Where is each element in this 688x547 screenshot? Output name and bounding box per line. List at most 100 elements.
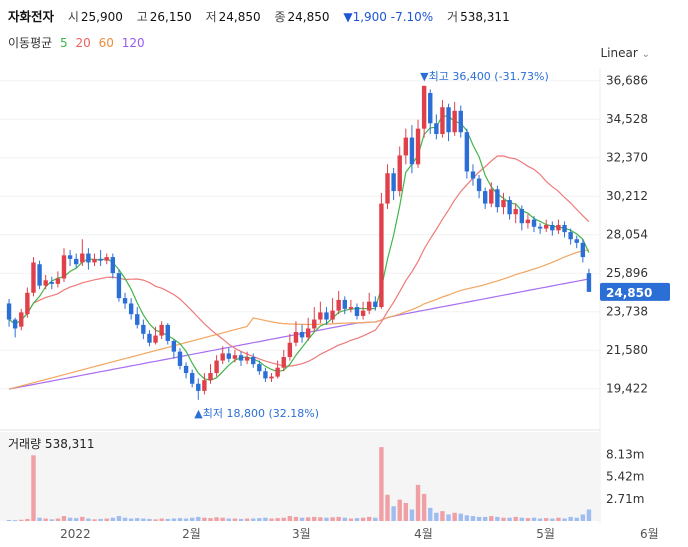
volume-bar — [434, 512, 439, 521]
volume-bar — [281, 517, 286, 521]
candle-body — [305, 328, 311, 338]
volume-bar — [409, 509, 415, 521]
candle-body — [12, 319, 18, 329]
candle-body — [214, 360, 219, 374]
candle-body — [513, 208, 518, 215]
volume-bar — [428, 507, 433, 521]
volume-bar — [183, 518, 189, 521]
volume-bar — [544, 518, 549, 521]
candle-body — [531, 219, 537, 227]
high-label: 고 — [136, 10, 148, 24]
open-value: 25,900 — [80, 10, 123, 24]
ma5-line — [8, 115, 590, 381]
candle-body — [464, 132, 470, 172]
time-axis: 2022 2월 3월 4월 5월 6월 — [60, 527, 659, 541]
candle-body — [458, 110, 463, 133]
volume-bar — [330, 517, 335, 521]
volume-bar — [202, 517, 207, 521]
volume-bar — [177, 518, 183, 521]
candle-body — [373, 301, 378, 308]
volume-bar — [342, 517, 347, 521]
candle-body — [147, 333, 152, 343]
volume-panel: 거래량 538,311 — [0, 432, 600, 521]
volume-bar — [189, 517, 195, 521]
volume-bar — [312, 516, 317, 521]
candle-body — [550, 224, 555, 231]
volume-bar — [464, 515, 470, 521]
quote-header: 자화전자 시 25,900 고 26,150 저 24,850 종 24,850 ▼1,… — [8, 6, 520, 24]
volume-bar — [12, 520, 18, 522]
volume-bar — [98, 518, 103, 521]
candle-body — [366, 301, 372, 311]
volume-bar — [324, 517, 329, 521]
volume-bar — [519, 517, 525, 521]
low-annotation: ▲최저 18,800 (32.18%) — [194, 407, 319, 420]
ma60-line — [8, 249, 589, 390]
candle-body — [476, 178, 482, 192]
candle-body — [544, 224, 549, 229]
ma120-label: 120 — [121, 36, 145, 50]
candle-body — [135, 314, 140, 325]
candle-body — [495, 189, 500, 208]
candle-body — [110, 257, 116, 274]
volume-tick-label: 5.42m — [606, 470, 644, 484]
candle-body — [19, 312, 24, 327]
candle-body — [482, 191, 488, 204]
candle-body — [446, 107, 451, 133]
volume-bar — [348, 518, 354, 521]
price-tick-label: 19,422 — [606, 382, 648, 396]
volume-bar — [354, 518, 360, 521]
volume-bar — [318, 517, 323, 521]
volume-bar — [366, 516, 372, 521]
moving-average-legend[interactable]: 이동평균 5 20 60 120 — [8, 34, 149, 51]
volume-bar — [360, 517, 366, 521]
moving-average-lines — [8, 115, 590, 390]
price-tick-label: 34,528 — [606, 112, 648, 126]
volume-bar — [141, 518, 146, 521]
price-tick-label: 32,370 — [606, 151, 648, 165]
price-tick-label: 30,212 — [606, 189, 648, 203]
candle-body — [263, 371, 268, 379]
candle-body — [128, 303, 134, 315]
candle-body — [116, 273, 122, 299]
volume-bar — [61, 516, 67, 521]
volume-bar — [507, 517, 512, 521]
volume-label: 거 — [447, 10, 459, 24]
candle-body — [574, 239, 579, 243]
volume-bar — [525, 518, 531, 521]
volume-bar — [244, 518, 250, 521]
volume-bar — [86, 518, 91, 521]
high-annotation: ▼최고 36,400 (-31.73%) — [420, 70, 549, 83]
candle-body — [287, 342, 293, 357]
volume-bar — [293, 516, 299, 521]
volume-bar — [403, 502, 409, 521]
candle-body — [269, 376, 274, 379]
candle-body — [43, 280, 48, 286]
volume-bar — [226, 518, 232, 521]
candle-body — [98, 258, 103, 261]
candle-body — [55, 278, 61, 284]
candle-body — [189, 373, 195, 384]
candle-body — [519, 208, 525, 224]
candle-body — [330, 310, 335, 320]
volume-bar — [37, 517, 42, 521]
candle-body — [403, 137, 409, 156]
volume-bar — [482, 516, 488, 521]
candle-body — [299, 332, 305, 338]
volume-bar — [171, 518, 177, 521]
volume-tick-label: 8.13m — [606, 447, 644, 461]
time-tick-label: 2월 — [182, 527, 201, 541]
candle-body — [556, 224, 561, 231]
ma20-line — [8, 155, 590, 367]
scale-toggle[interactable]: Linear ⌄ — [600, 46, 650, 60]
volume-bar — [269, 518, 274, 521]
scale-label: Linear — [600, 46, 638, 60]
candle-body — [293, 332, 299, 343]
candle-body — [238, 355, 244, 361]
volume-bars — [6, 447, 592, 522]
candle-body — [208, 373, 213, 381]
volume-bar — [128, 518, 134, 521]
candle-body — [80, 253, 85, 263]
volume-bar — [415, 484, 421, 521]
